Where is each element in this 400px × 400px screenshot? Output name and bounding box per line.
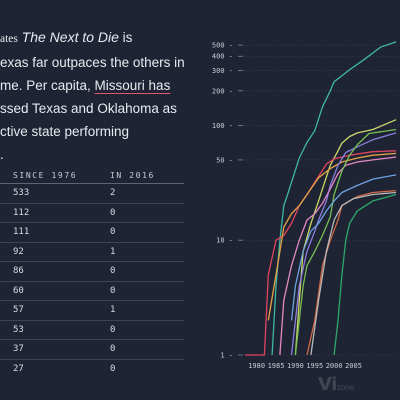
y-tick-label: 200 - (212, 87, 233, 95)
in-2016-cell: 0 (110, 320, 184, 340)
since-1976-cell: 37 (0, 339, 110, 360)
y-tick-label: 10 - (216, 237, 233, 245)
table-row: 37 0 (0, 339, 184, 360)
x-tick-label: 1980 (248, 362, 265, 370)
in-2016-cell: 0 (110, 281, 184, 301)
chart-grid: 1 - 10 - 50 - 100 - 200 - 300 - 400 - 500 - (212, 42, 400, 360)
y-tick-label: 1 - (220, 352, 233, 360)
since-1976-cell: 53 (0, 320, 110, 340)
intro-line-3: me. Per capita, Missouri has (0, 78, 171, 93)
intro-line-1: ates The Next to Die is (0, 29, 133, 45)
table-row: 111 0 (0, 222, 184, 243)
intro-line-6: . (0, 147, 4, 162)
series-line-9 (306, 189, 397, 356)
y-tick-label: 500 - (212, 42, 233, 50)
series-line-6 (279, 156, 397, 356)
table-header-row: SINCE 1976 IN 2016 (0, 167, 184, 184)
watermark-logo: Vizone (318, 374, 354, 395)
executions-table: SINCE 1976 IN 2016 533 2 112 0 111 0 92 1 86… (0, 167, 184, 378)
table-row: 92 1 (0, 242, 184, 262)
x-tick-label: 1995 (306, 362, 323, 370)
book-title: The Next to Die (21, 29, 119, 45)
x-tick-label: 1990 (287, 362, 304, 370)
in-2016-cell: 0 (110, 363, 116, 374)
series-line-8 (290, 174, 397, 321)
x-tick-label: 2005 (345, 362, 362, 370)
in-2016-cell: 2 (110, 183, 184, 204)
table-row: 27 0 (0, 359, 184, 378)
x-axis-ticks: 1980 1985 1990 1995 2000 2005 (248, 362, 362, 370)
in-2016-cell: 1 (110, 242, 184, 262)
series-line-1 (271, 41, 397, 356)
series-line-4 (267, 152, 397, 321)
table-row: 533 2 (0, 183, 184, 204)
since-1976-cell: 86 (0, 261, 110, 282)
intro-paragraph: ates The Next to Die is exas far outpace… (0, 26, 190, 166)
in-2016-cell: 0 (110, 222, 184, 243)
header-since-1976: SINCE 1976 (0, 167, 110, 184)
missouri-link[interactable]: Missouri has (94, 78, 171, 93)
table-row: 112 0 (0, 203, 184, 223)
chart-series (245, 41, 397, 356)
in-2016-cell: 1 (110, 300, 184, 321)
since-1976-cell: 533 (0, 183, 110, 204)
table-row: 60 0 (0, 281, 184, 301)
y-tick-label: 50 - (216, 156, 233, 164)
series-line-7 (294, 128, 397, 356)
in-2016-cell: 0 (110, 339, 184, 360)
series-line-10 (310, 191, 397, 356)
intro-line-2: exas far outpaces the others in (0, 55, 185, 70)
series-line-11 (333, 193, 397, 356)
in-2016-cell: 0 (110, 261, 184, 282)
header-in-2016: IN 2016 (110, 167, 184, 184)
x-tick-label: 2000 (326, 362, 343, 370)
in-2016-cell: 0 (110, 203, 184, 223)
y-tick-label: 400 - (212, 53, 233, 61)
since-1976-cell: 92 (0, 242, 110, 262)
x-tick-label: 1985 (268, 362, 285, 370)
since-1976-cell: 57 (0, 300, 110, 321)
intro-line-4: ssed Texas and Oklahoma as (0, 101, 177, 116)
table-row: 86 0 (0, 261, 184, 282)
since-1976-cell: 27 (13, 363, 24, 374)
table-row: 53 0 (0, 320, 184, 340)
series-line-3 (245, 150, 397, 356)
table-row: 57 1 (0, 300, 184, 321)
y-tick-label: 300 - (212, 67, 233, 75)
y-tick-label: 100 - (212, 122, 233, 130)
since-1976-cell: 111 (0, 222, 110, 243)
since-1976-cell: 112 (0, 203, 110, 223)
since-1976-cell: 60 (0, 281, 110, 301)
intro-line-5: ctive state performing (0, 124, 130, 139)
